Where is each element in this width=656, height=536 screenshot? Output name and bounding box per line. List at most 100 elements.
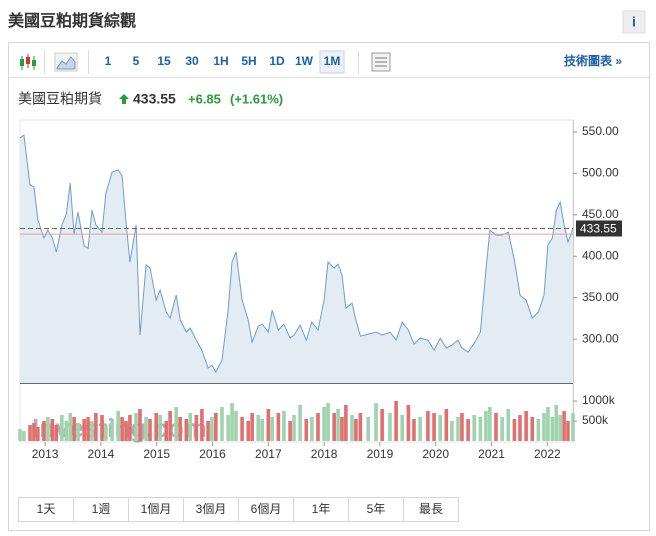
volume-bar — [214, 413, 218, 441]
volume-bar — [270, 417, 275, 441]
volume-tick-label: 1000k — [582, 393, 616, 407]
volume-bar — [42, 421, 46, 441]
price-line — [19, 134, 574, 374]
tech-chart-link[interactable]: 技術圖表 » — [564, 53, 622, 68]
volume-bar — [412, 419, 416, 441]
volume-bar — [316, 413, 320, 441]
volume-bar — [350, 415, 354, 441]
interval-button[interactable]: 15 — [157, 54, 171, 68]
volume-bar — [394, 401, 398, 441]
volume-bar — [220, 407, 224, 441]
volume-bar — [184, 419, 189, 441]
volume-bar — [542, 413, 546, 441]
panel — [8, 42, 650, 531]
volume-bar — [484, 411, 488, 441]
info-icon[interactable]: i — [632, 14, 636, 30]
volume-bar — [234, 411, 238, 441]
volume-bar — [68, 413, 73, 441]
range-button[interactable]: 最長 — [419, 502, 443, 516]
x-tick-label: 2014 — [88, 447, 115, 461]
volume-bar — [354, 419, 358, 441]
quote-price: 433.55 — [133, 91, 176, 107]
interval-button[interactable]: 1D — [269, 54, 285, 68]
volume-bar — [340, 417, 344, 441]
volume-bar — [54, 425, 59, 441]
volume-bar — [116, 411, 121, 441]
quote-name: 美國豆粕期貨 — [18, 91, 102, 107]
volume-bar — [124, 421, 128, 441]
interval-button[interactable]: 5 — [133, 54, 140, 68]
volume-bar — [60, 415, 64, 441]
table-icon[interactable] — [371, 52, 391, 72]
volume-bar — [518, 415, 522, 441]
interval-button[interactable]: 5H — [241, 54, 256, 68]
volume-bar — [512, 419, 517, 441]
volume-bar — [210, 417, 214, 441]
volume-bar — [104, 425, 108, 441]
volume-bar — [266, 409, 271, 441]
volume-bar — [536, 419, 541, 441]
range-button[interactable]: 6個月 — [251, 502, 282, 516]
range-button[interactable]: 1個月 — [141, 502, 172, 516]
volume-bar — [230, 403, 234, 441]
volume-bar — [406, 405, 411, 441]
volume-bar — [154, 413, 158, 441]
area-icon[interactable] — [54, 52, 78, 72]
x-tick-label: 2015 — [143, 447, 170, 461]
volume-bar — [558, 415, 562, 441]
volume-bar — [200, 409, 204, 441]
range-button[interactable]: 3個月 — [196, 502, 227, 516]
volume-bar — [380, 409, 384, 441]
range-button[interactable]: 5年 — [367, 502, 386, 516]
volume-bar — [32, 423, 36, 441]
volume-bar — [64, 421, 69, 441]
up-arrow — [119, 94, 129, 104]
volume-bar — [466, 419, 470, 441]
x-tick-label: 2016 — [199, 447, 226, 461]
range-button[interactable]: 1年 — [312, 502, 331, 516]
volume-bar — [226, 415, 230, 441]
range-button[interactable]: 1週 — [92, 502, 111, 516]
y-tick-label: 450.00 — [582, 207, 619, 221]
range-button[interactable]: 1天 — [37, 502, 56, 516]
page-title: 美國豆粕期貨綜觀 — [8, 11, 136, 30]
volume-bar — [562, 411, 566, 441]
volume-bar — [276, 413, 281, 441]
volume-bar — [82, 419, 86, 441]
volume-bar — [260, 419, 264, 441]
volume-bar — [138, 409, 142, 441]
volume-bar — [530, 417, 535, 441]
x-tick-label: 2019 — [367, 447, 394, 461]
interval-button[interactable]: 1 — [105, 54, 112, 68]
interval-button[interactable]: 1W — [295, 54, 314, 68]
volume-bar — [388, 413, 392, 441]
x-tick-label: 2017 — [255, 447, 282, 461]
volume-bar — [174, 407, 179, 441]
interval-selected[interactable] — [319, 50, 345, 74]
volume-bar — [566, 421, 570, 441]
area-fill — [20, 135, 573, 383]
interval-button[interactable]: 1M — [324, 54, 341, 68]
info-button[interactable] — [622, 10, 646, 34]
candle-icon[interactable] — [20, 54, 36, 70]
volume-bar — [332, 413, 336, 441]
volume-bar — [478, 417, 483, 441]
volume-bar — [432, 413, 436, 441]
volume-bar — [336, 409, 340, 441]
volume-bar — [94, 413, 98, 441]
volume-bar — [120, 417, 124, 441]
volume-bar — [326, 403, 330, 441]
volume-bar — [374, 403, 378, 441]
volume-bar — [460, 413, 464, 441]
volume-bar — [50, 419, 55, 441]
volume-bar — [100, 415, 104, 441]
volume-bar — [298, 405, 302, 441]
volume-bar — [310, 417, 314, 441]
x-tick-label: 2020 — [422, 447, 449, 461]
volume-bar — [450, 421, 454, 441]
volume-bar — [28, 425, 32, 441]
interval-button[interactable]: 1H — [213, 54, 228, 68]
volume-bar — [18, 429, 22, 441]
interval-button[interactable]: 30 — [185, 54, 199, 68]
volume-bar — [524, 411, 528, 441]
